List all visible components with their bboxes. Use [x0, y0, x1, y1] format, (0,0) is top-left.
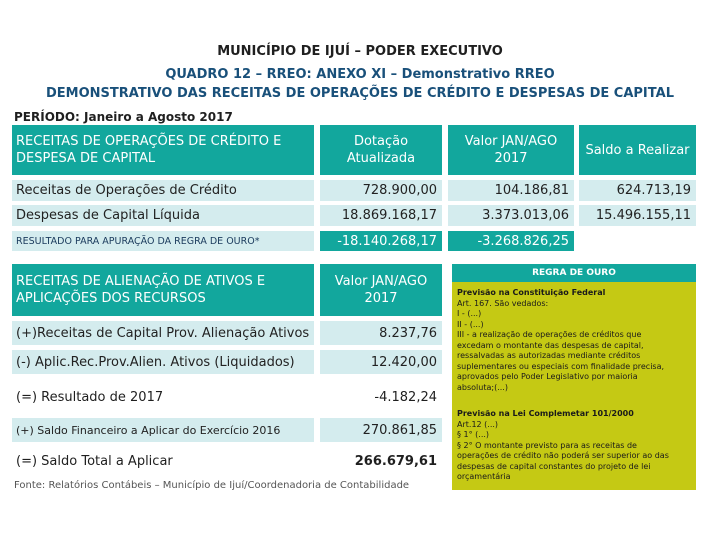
regra-de-ouro-title: REGRA DE OURO [452, 264, 696, 282]
table2-row-label: (=) Saldo Total a Aplicar [12, 449, 314, 473]
table1-header-saldo: Saldo a Realizar [579, 125, 696, 175]
municipality-title: MUNICÍPIO DE IJUÍ – PODER EXECUTIVO [217, 44, 503, 59]
table1-header-valor: Valor JAN/AGO 2017 [448, 125, 574, 175]
regra-line: III - a realização de operações de crédi… [457, 330, 642, 339]
table2-row-label: (-) Aplic.Rec.Prov.Alien. Ativos (Liquid… [12, 350, 314, 374]
regra-line: II - (...) [457, 319, 484, 329]
period-label: PERÍODO: Janeiro a Agosto 2017 [14, 110, 233, 124]
regra-line: I - (...) [457, 309, 482, 318]
regra-line: suplementares ou especiais com finalidad… [457, 361, 665, 371]
table1-row-valor: 104.186,81 [448, 180, 574, 201]
demonstrativo-title: DEMONSTRATIVO DAS RECEITAS DE OPERAÇÕES … [46, 86, 674, 101]
table2-row-valor: 8.237,76 [320, 321, 442, 345]
table1-row-saldo: 15.496.155,11 [579, 205, 696, 226]
regra-line: absoluta;(...) [457, 382, 508, 392]
table2-row-label: (=) Resultado de 2017 [12, 385, 314, 409]
regra-line: excedam o montante das despesas de capit… [457, 340, 644, 350]
table2-row-valor: 270.861,85 [320, 418, 442, 442]
regra-line: § 1° (...) [457, 430, 490, 439]
regra-line: operações de crédito não poderá ser supe… [457, 451, 669, 460]
regra-line: § 2° O montante previsto para as receita… [457, 440, 637, 450]
table2-row-valor: 12.420,00 [320, 350, 442, 374]
table1-row-valor: 3.373.013,06 [448, 205, 574, 226]
table1-result-dotacao: -18.140.268,17 [320, 231, 442, 251]
table1-row-dotacao: 728.900,00 [320, 180, 442, 201]
regra-line: Art.12 (...) [457, 419, 499, 429]
table1-result-valor: -3.268.826,25 [448, 231, 574, 251]
regra-line: ressalvadas as autorizadas mediante créd… [457, 351, 641, 360]
table2-header-valor: Valor JAN/AGO 2017 [320, 264, 442, 316]
regra-de-ouro-box [452, 264, 696, 490]
table1-row-saldo: 624.713,19 [579, 180, 696, 201]
table2-header-description: RECEITAS DE ALIENAÇÃO DE ATIVOS E APLICA… [12, 264, 314, 316]
table1-row-label: Despesas de Capital Líquida [12, 205, 314, 226]
table2-row-label: (+)Receitas de Capital Prov. Alienação A… [12, 321, 314, 345]
table2-row-label: (+) Saldo Financeiro a Aplicar do Exercí… [12, 418, 314, 442]
regra-line: Art. 167. São vedados: [457, 298, 549, 308]
regra-line: orçamentária [457, 472, 511, 481]
source-note: Fonte: Relatórios Contábeis – Município … [14, 480, 410, 491]
regra-line: despesas de capital constantes do projet… [457, 461, 651, 471]
regra-heading: Previsão na Lei Complemetar 101/2000 [457, 409, 634, 418]
table1-header-dotacao: Dotação Atualizada [320, 125, 442, 175]
table1-header-description: RECEITAS DE OPERAÇÕES DE CRÉDITO E DESPE… [12, 125, 314, 175]
table1-row-label: Receitas de Operações de Crédito [12, 180, 314, 201]
table2-row-valor: 266.679,61 [320, 449, 442, 473]
quadro-title: QUADRO 12 – RREO: ANEXO XI – Demonstrati… [165, 67, 555, 82]
regra-line: aprovados pelo Poder Legislativo por mai… [457, 372, 638, 381]
table1-row-dotacao: 18.869.168,17 [320, 205, 442, 226]
table1-result-label: RESULTADO PARA APURAÇÃO DA REGRA DE OURO… [12, 231, 314, 251]
regra-heading: Previsão na Constituição Federal [457, 288, 606, 297]
table2-row-valor: -4.182,24 [320, 385, 442, 409]
